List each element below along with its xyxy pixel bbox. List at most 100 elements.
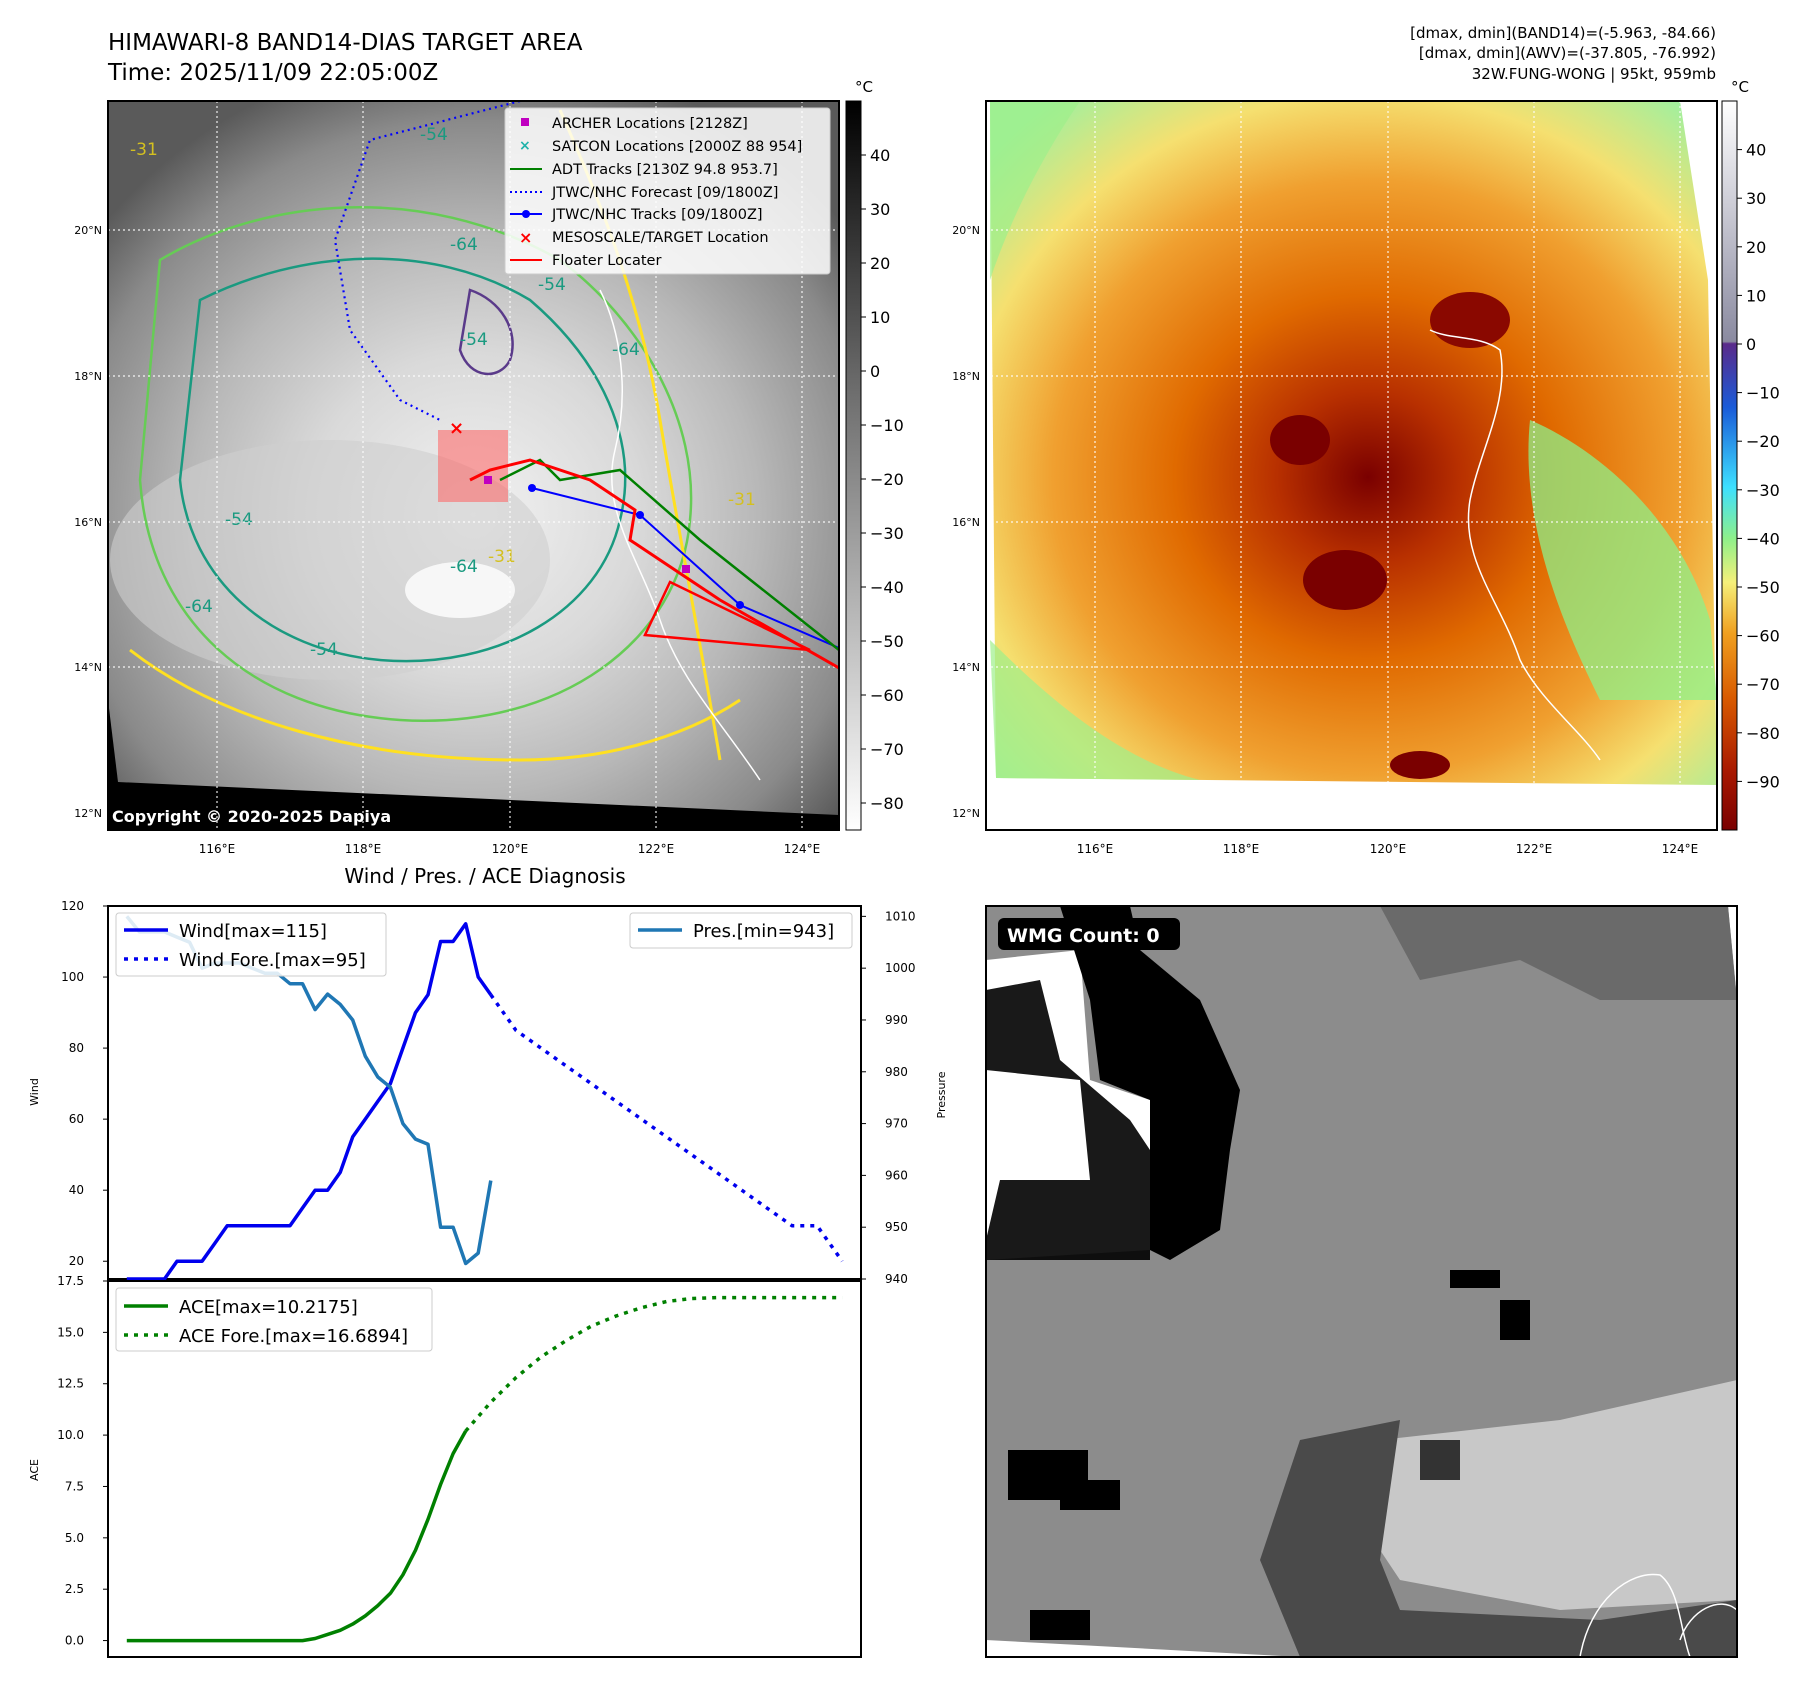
pressure-tick-label: 960 — [885, 1168, 908, 1182]
wind-legend-box — [115, 912, 387, 977]
colorbar-tick-label: −40 — [1746, 529, 1780, 548]
jtwc-track-point — [528, 484, 536, 492]
colorbar-tick-label: −40 — [870, 578, 904, 597]
wv-warm-spot — [1430, 292, 1510, 348]
legend-floater-label: Floater Locater — [552, 253, 661, 269]
wv-warm-spot — [1303, 550, 1387, 610]
lon-tick: 122°E — [1516, 842, 1553, 856]
jtwc-track — [531, 487, 839, 649]
ir-map-frame — [107, 100, 840, 831]
contour-label: -31 — [728, 490, 756, 510]
wmg-black-blob — [1060, 1480, 1120, 1510]
gray-colorbar-unit: °C — [855, 78, 873, 96]
colorbar-tick-label: −30 — [870, 524, 904, 543]
wv-map-lat-ticks: 20°N 18°N 16°N 14°N 12°N — [952, 224, 980, 820]
wmg-panel: WMG Count: 0 — [985, 905, 1738, 1658]
colorbar-tick-label: 40 — [1746, 141, 1766, 160]
colorbar-tick-label: −20 — [870, 470, 904, 489]
wind-pressure-plot: Wind Pressure 120 100 80 60 40 20 1010 1000 990… — [28, 899, 948, 1286]
colorbar-tick-label: −50 — [1746, 578, 1780, 597]
lon-tick: 116°E — [1077, 842, 1114, 856]
pres-legend-box — [629, 912, 853, 949]
ace-tick-label: 5.0 — [65, 1531, 84, 1545]
ace-tick-label: 0.0 — [65, 1634, 84, 1648]
ace-tick-label: 2.5 — [65, 1582, 84, 1596]
contour-label: -54 — [310, 640, 338, 660]
pressure-tick-label: 970 — [885, 1117, 908, 1131]
pressure-tick-label: 990 — [885, 1013, 908, 1027]
ace-axis-ticks: 17.5 15.0 12.5 10.0 7.5 5.0 2.5 0.0 — [57, 1274, 108, 1648]
wmg-black-region — [986, 980, 1150, 1260]
track-legend: ARCHER Locations [2128Z] × SATCON Locati… — [504, 107, 831, 275]
colorbar-tick-label: 30 — [870, 200, 890, 219]
wind-legend-label: Wind[max=115] — [179, 921, 327, 942]
lat-tick: 18°N — [952, 370, 980, 383]
info-storm: 32W.FUNG-WONG | 95kt, 959mb — [1472, 65, 1716, 83]
contour-label: -54 — [225, 510, 253, 530]
legend-satcon-marker: × — [519, 138, 531, 154]
ace-axis-label: ACE — [28, 1459, 41, 1481]
ir-map-lat-ticks: 20°N 18°N 16°N 14°N 12°N — [74, 224, 102, 820]
adt-track — [499, 458, 839, 651]
contour-label: -64 — [185, 597, 213, 617]
pressure-tick-label: 1000 — [885, 961, 916, 975]
lon-tick: 122°E — [638, 842, 675, 856]
wmg-dark-region — [1380, 906, 1736, 1000]
jtwc-track-point — [636, 511, 644, 519]
ace-plot: ACE 17.5 15.0 12.5 10.0 7.5 5.0 2.5 0.0 ACE[max… — [28, 1274, 862, 1658]
contour-label: -64 — [612, 340, 640, 360]
pressure-tick-label: 1010 — [885, 909, 916, 923]
wind-tick-label: 100 — [61, 970, 84, 984]
legend-adt-label: ADT Tracks [2130Z 94.8 953.7] — [552, 162, 778, 178]
colorbar-tick-label: −60 — [1746, 627, 1780, 646]
legend-jtwc-label: JTWC/NHC Tracks [09/1800Z] — [551, 207, 763, 223]
figure-title: HIMAWARI-8 BAND14-DIAS TARGET AREA — [108, 30, 583, 56]
lat-tick: 14°N — [952, 661, 980, 674]
colorbar-tick-label: 20 — [1746, 238, 1766, 257]
lat-tick: 20°N — [74, 224, 102, 237]
series-line-dotted — [489, 993, 844, 1263]
coastline — [1679, 1603, 1736, 1641]
colorbar-tick-label: −90 — [1746, 772, 1780, 791]
wmg-black-blob — [1030, 1610, 1090, 1640]
wv-map-frame — [985, 100, 1718, 831]
contour-label: -54 — [538, 275, 566, 295]
wind-axis-ticks: 120 100 80 60 40 20 — [61, 899, 108, 1268]
pres-legend-label: Pres.[min=943] — [693, 921, 834, 942]
figure-time: Time: 2025/11/09 22:05:00Z — [107, 60, 438, 86]
wmg-dark-region — [1260, 1420, 1736, 1657]
wv-gridlines — [986, 101, 1717, 830]
ace-series-line-solid — [126, 1430, 468, 1643]
legend-box — [504, 107, 831, 275]
lon-tick: 124°E — [784, 842, 821, 856]
contour-label: -54 — [460, 330, 488, 350]
wind-tick-label: 20 — [69, 1254, 84, 1268]
colorbar-tick-label: −30 — [1746, 481, 1780, 500]
lat-tick: 18°N — [74, 370, 102, 383]
ace-tick-label: 10.0 — [57, 1428, 84, 1442]
wmg-black-region — [1060, 906, 1240, 1260]
contour-label: -31 — [488, 547, 516, 567]
wmg-light-region — [1360, 1380, 1736, 1610]
colorbar-tick-label: −20 — [1746, 432, 1780, 451]
ir-map-lon-ticks: 116°E 118°E 120°E 122°E 124°E — [199, 842, 821, 856]
ir-contour-green — [138, 206, 693, 723]
wind-fore-legend-label: Wind Fore.[max=95] — [179, 950, 366, 971]
lat-tick: 14°N — [74, 661, 102, 674]
ace-fore-legend-label: ACE Fore.[max=16.6894] — [179, 1326, 408, 1347]
legend-mesoscale-marker: × — [519, 228, 532, 247]
color-colorbar-unit: °C — [1731, 78, 1749, 96]
pressure-tick-label: 980 — [885, 1065, 908, 1079]
wmg-count-label: WMG Count: 0 — [1007, 925, 1160, 947]
colorbar-tick-label: −10 — [870, 416, 904, 435]
diagnosis-title: Wind / Pres. / ACE Diagnosis — [344, 864, 625, 888]
archer-location-marker — [484, 476, 492, 484]
colorbar-tick-label: −70 — [870, 740, 904, 759]
colorbar-tick-label: 10 — [870, 308, 890, 327]
wv-warm-spot — [1390, 751, 1450, 779]
colorbar-tick-label: 0 — [1746, 335, 1756, 354]
color-colorbar: °C 40 30 20 10 0 −10 −20 −30 −40 −50 −60 −70 −80 −90 — [1721, 78, 1780, 831]
contour-label: -64 — [450, 557, 478, 577]
